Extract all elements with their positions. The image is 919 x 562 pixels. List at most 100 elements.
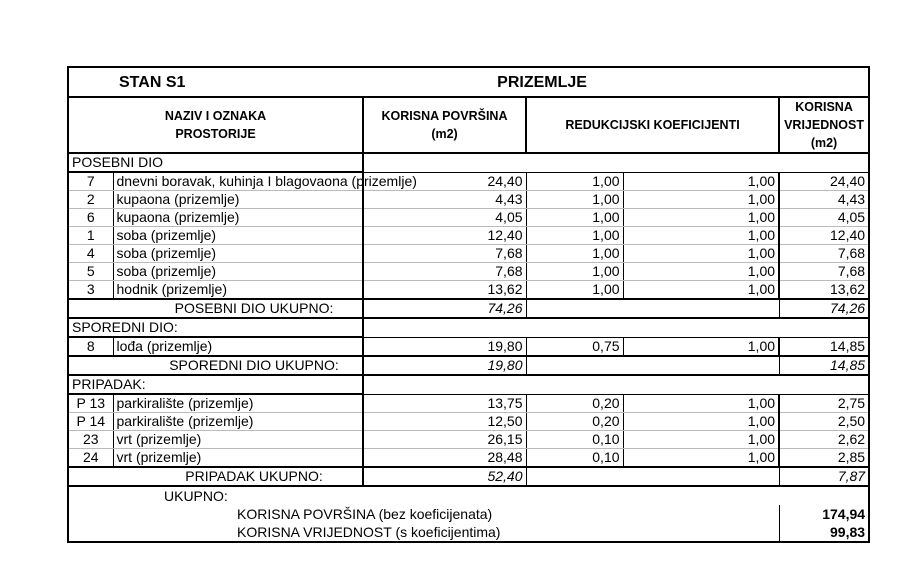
coef-1: 1,00 [525,244,624,263]
apartment-title: STAN S1 [67,67,364,98]
total-area-label: KORISNA POVRŠINA (bez koeficijenata) [67,505,780,523]
grand-total-row: UKUPNO: [67,486,870,505]
coef-1: 1,00 [525,226,624,245]
coef-2: 1,00 [622,172,781,191]
room-value: 24,40 [778,172,870,191]
table-row: P 13 parkiralište (prizemlje) 13,75 0,20 1,0… [67,394,870,413]
section-total-label: PRIPADAK UKUPNO: [67,466,365,487]
floor-title: PRIZEMLJE [363,67,870,98]
coef-2: 1,00 [622,208,781,227]
total-area-value: 174,94 [778,505,870,523]
room-value: 7,68 [778,262,870,281]
section-label: PRIPADAK: [67,375,365,395]
room-number: P 13 [67,394,114,413]
table-row: 1 soba (prizemlje) 12,40 1,00 1,00 12,40 [67,226,870,245]
table-row: 6 kupaona (prizemlje) 4,05 1,00 1,00 4,05 [67,208,870,227]
room-value: 4,05 [778,208,870,227]
section-total-value: 7,87 [778,466,870,487]
room-number: 3 [67,280,114,300]
table-row: 2 kupaona (prizemlje) 4,43 1,00 1,00 4,43 [67,190,870,209]
grand-total-label: UKUPNO: [67,486,870,505]
table-row: 23 vrt (prizemlje) 26,15 0,10 1,00 2,62 [67,430,870,449]
empty-cell [362,318,870,338]
room-value: 13,62 [778,280,870,300]
coef-1: 0,10 [525,448,624,468]
empty-cell [525,298,780,319]
room-area: 4,43 [362,190,527,209]
room-name: soba (prizemlje) [112,262,365,281]
header-coef: REDUKCIJSKI KOEFICIJENTI [525,96,781,154]
room-area: 19,80 [362,337,527,357]
section-total-value: 14,85 [778,355,870,376]
room-number: 23 [67,430,114,449]
room-value: 2,62 [778,430,870,449]
coef-1: 1,00 [525,280,624,300]
coef-1: 1,00 [525,172,624,191]
coef-2: 1,00 [622,394,781,413]
total-area-row: KORISNA POVRŠINA (bez koeficijenata) 174,… [67,505,870,523]
section-total-label: SPOREDNI DIO UKUPNO: [67,355,365,376]
coef-2: 1,00 [622,412,781,431]
room-area: 13,75 [362,394,527,413]
section-total-label: POSEBNI DIO UKUPNO: [67,298,365,319]
room-name: vrt (prizemlje) [112,430,365,449]
coef-2: 1,00 [622,337,781,357]
section-total-area: 19,80 [362,355,527,376]
room-number: 4 [67,244,114,263]
room-area: 12,50 [362,412,527,431]
room-name: soba (prizemlje) [112,244,365,263]
room-number: 5 [67,262,114,281]
section-label: POSEBNI DIO [67,153,365,173]
coef-1: 0,75 [525,337,624,357]
table-row: P 14 parkiralište (prizemlje) 12,50 0,20 1,0… [67,412,870,431]
section-total-area: 52,40 [362,466,527,487]
section-total-row: POSEBNI DIO UKUPNO: 74,26 74,26 [67,298,870,319]
section-total-value: 74,26 [778,298,870,319]
table-row: 24 vrt (prizemlje) 28,48 0,10 1,00 2,85 [67,448,870,468]
room-area: 4,05 [362,208,527,227]
empty-cell [525,466,780,487]
room-name: lođa (prizemlje) [112,337,365,357]
room-area: 12,40 [362,226,527,245]
room-area: 24,40 [362,172,527,191]
section-label: SPOREDNI DIO: [67,318,365,338]
room-value: 2,85 [778,448,870,468]
room-name: parkiralište (prizemlje) [112,394,365,413]
room-name: parkiralište (prizemlje) [112,412,365,431]
coef-2: 1,00 [622,280,781,300]
empty-cell [362,375,870,395]
coef-2: 1,00 [622,448,781,468]
room-value: 12,40 [778,226,870,245]
total-value-label: KORISNA VRIJEDNOST (s koeficijentima) [67,523,780,542]
section-total-row: SPOREDNI DIO UKUPNO: 19,80 14,85 [67,355,870,376]
room-value: 7,68 [778,244,870,263]
coef-2: 1,00 [622,226,781,245]
room-area: 13,62 [362,280,527,300]
coef-2: 1,00 [622,430,781,449]
room-number: P 14 [67,412,114,431]
coef-1: 0,20 [525,412,624,431]
room-name: hodnik (prizemlje) [112,280,365,300]
room-number: 7 [67,172,114,191]
room-area: 26,15 [362,430,527,449]
room-value: 2,50 [778,412,870,431]
room-number: 8 [67,337,114,357]
room-area: 28,48 [362,448,527,468]
room-name: soba (prizemlje) [112,226,365,245]
coef-2: 1,00 [622,190,781,209]
table-row: 5 soba (prizemlje) 7,68 1,00 1,00 7,68 [67,262,870,281]
coef-1: 1,00 [525,208,624,227]
table-row: 8 lođa (prizemlje) 19,80 0,75 1,00 14,85 [67,337,870,357]
room-value: 14,85 [778,337,870,357]
apartment-area-table: STAN S1 PRIZEMLJE NAZIV I OZNAKA PROSTORI… [66,66,871,543]
room-name: kupaona (prizemlje) [112,208,365,227]
room-name: vrt (prizemlje) [112,448,365,468]
section-total-area: 74,26 [362,298,527,319]
room-number: 1 [67,226,114,245]
room-area: 7,68 [362,244,527,263]
room-area: 7,68 [362,262,527,281]
coef-2: 1,00 [622,262,781,281]
table-row: 3 hodnik (prizemlje) 13,62 1,00 1,00 13,62 [67,280,870,300]
section-header-row: PRIPADAK: [67,375,870,395]
room-value: 4,43 [778,190,870,209]
